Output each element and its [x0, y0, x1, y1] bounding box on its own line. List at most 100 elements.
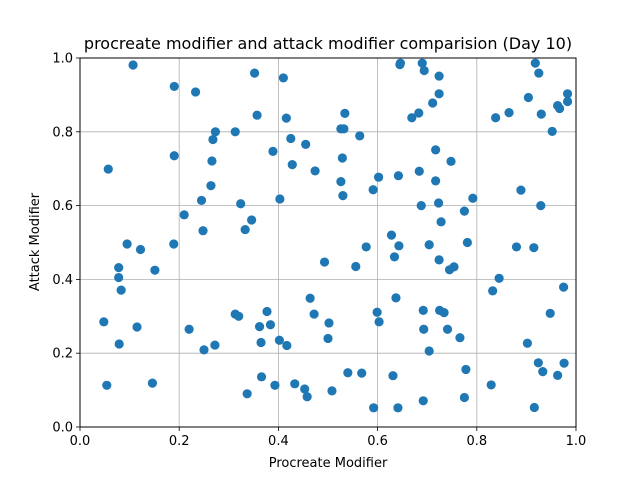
scatter-point [393, 403, 403, 413]
scatter-point [559, 282, 569, 292]
scatter-point [286, 133, 296, 144]
scatter-point [434, 89, 444, 99]
scatter-point [355, 131, 365, 141]
scatter-point [254, 322, 265, 332]
scatter-point [533, 358, 543, 368]
scatter-point [114, 262, 124, 273]
scatter-point [393, 171, 404, 181]
scatter-point [327, 386, 337, 396]
scatter-point [300, 384, 310, 394]
y-tick-label: 1.0 [52, 52, 73, 67]
scatter-point [196, 195, 207, 206]
scatter-point [236, 199, 246, 209]
scatter-point [169, 239, 179, 249]
scatter-point [529, 402, 539, 413]
scatter-point [230, 127, 240, 137]
scatter-point [270, 380, 280, 390]
scatter-point [169, 151, 179, 161]
scatter-point [372, 307, 382, 317]
scatter-point [559, 358, 569, 368]
scatter-point [242, 389, 252, 399]
scatter-point [434, 71, 444, 81]
scatter-point [278, 73, 288, 83]
scatter-point [391, 293, 401, 303]
scatter-point [419, 65, 429, 76]
scatter-point [198, 226, 208, 236]
scatter-point [324, 318, 334, 328]
scatter-point [319, 257, 330, 267]
scatter-point [368, 185, 378, 195]
scatter-point [434, 198, 444, 208]
scatter-point [555, 103, 565, 114]
y-tick-label: 0.8 [52, 125, 73, 140]
scatter-point [351, 261, 361, 272]
scatter-point [262, 306, 272, 317]
scatter-point [274, 335, 284, 345]
scatter-point [424, 346, 434, 356]
scatter-point [431, 145, 441, 155]
scatter-point [389, 252, 400, 262]
y-tick-label: 0.0 [52, 421, 73, 436]
scatter-point [336, 177, 346, 187]
scatter-point [386, 230, 397, 240]
scatter-point [455, 333, 465, 343]
scatter-point [337, 153, 347, 163]
scatter-point [516, 185, 526, 195]
scatter-point [290, 379, 300, 389]
scatter-point [538, 367, 548, 377]
scatter-point [461, 364, 471, 375]
scatter-point [114, 272, 124, 283]
scatter-point [102, 380, 112, 390]
scatter-point [302, 392, 312, 402]
scatter-point [323, 333, 333, 344]
scatter-point [491, 113, 501, 123]
chart-title: procreate modifier and attack modifier c… [84, 34, 572, 53]
scatter-point [282, 340, 292, 351]
scatter-point [301, 139, 311, 149]
scatter-point [190, 87, 201, 97]
scatter-point [147, 378, 158, 388]
scatter-point [340, 108, 350, 118]
scatter-point [374, 317, 384, 327]
scatter-point [103, 164, 113, 174]
x-tick-label: 0.6 [367, 434, 388, 449]
scatter-point [536, 109, 546, 119]
scatter-point [310, 166, 320, 176]
scatter-point [116, 285, 126, 295]
scatter-point [434, 255, 444, 265]
scatter-point [536, 201, 546, 211]
scatter-point [373, 172, 384, 182]
scatter-point [417, 58, 427, 68]
scatter-point [407, 113, 417, 123]
scatter-point [414, 166, 424, 176]
scatter-point [534, 68, 544, 78]
y-tick-label: 0.2 [52, 347, 73, 362]
x-axis-label: Procreate Modifier [269, 456, 388, 471]
scatter-point [553, 370, 563, 380]
scatter-point [428, 98, 438, 108]
scatter-point [494, 273, 504, 283]
scatter-point [486, 380, 496, 390]
scatter-point [281, 113, 291, 123]
scatter-point [522, 338, 532, 348]
scatter-point [394, 241, 404, 251]
scatter-point [562, 89, 573, 99]
scatter-point [436, 217, 446, 227]
scatter-point [418, 305, 428, 315]
scatter-point [249, 68, 260, 78]
scatter-point [547, 126, 557, 137]
scatter-point [446, 156, 456, 166]
scatter-point [199, 345, 209, 355]
y-tick-label: 0.6 [52, 199, 73, 214]
scatter-point [114, 339, 124, 349]
scatter-point [523, 92, 533, 103]
scatter-point [305, 293, 315, 303]
scatter-point [338, 191, 348, 201]
scatter-point [530, 58, 540, 68]
scatter-point [240, 224, 250, 235]
scatter-point [431, 176, 441, 186]
scatter-point [265, 320, 276, 330]
scatter-point [511, 242, 522, 252]
